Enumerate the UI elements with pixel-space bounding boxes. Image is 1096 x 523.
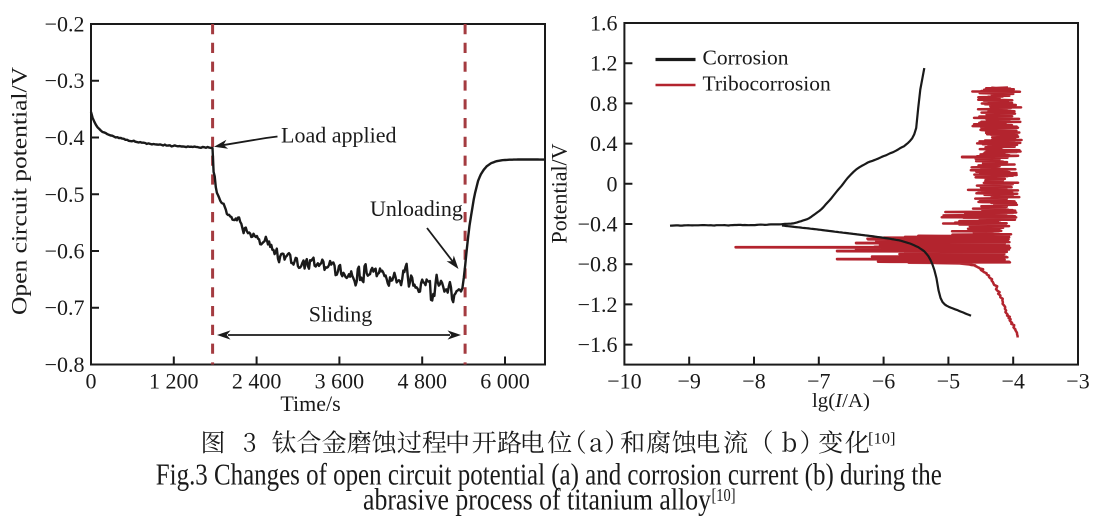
svg-text:2 400: 2 400	[232, 369, 282, 394]
svg-text:Potential/V: Potential/V	[547, 143, 572, 243]
svg-text:−0.2: −0.2	[45, 12, 85, 37]
svg-text:−4: −4	[1001, 369, 1024, 394]
svg-text:−7: −7	[807, 369, 830, 394]
svg-text:−3: −3	[1066, 369, 1089, 394]
svg-text:Load applied: Load applied	[281, 123, 396, 148]
svg-text:−0.8: −0.8	[578, 252, 618, 277]
svg-text:−8: −8	[742, 369, 765, 394]
svg-text:−0.4: −0.4	[45, 125, 85, 150]
svg-text:Tribocorrosion: Tribocorrosion	[703, 72, 831, 96]
svg-text:0.4: 0.4	[590, 131, 618, 156]
svg-text:6 000: 6 000	[480, 369, 530, 394]
svg-text:1 200: 1 200	[149, 369, 199, 394]
svg-text:1.6: 1.6	[590, 11, 618, 36]
svg-text:lg(I/A): lg(I/A)	[812, 390, 870, 412]
svg-text:Unloading: Unloading	[370, 196, 463, 221]
svg-text:−0.4: −0.4	[578, 212, 618, 237]
svg-text:−10: −10	[607, 369, 641, 394]
svg-text:3 600: 3 600	[315, 369, 365, 394]
svg-text:−0.5: −0.5	[45, 182, 85, 207]
svg-text:0: 0	[86, 369, 97, 394]
svg-text:Sliding: Sliding	[309, 302, 373, 327]
svg-text:−0.7: −0.7	[45, 295, 85, 320]
svg-text:1.2: 1.2	[590, 51, 618, 76]
svg-text:0.8: 0.8	[590, 91, 618, 116]
svg-text:Fig.3 Changes of open circuit: Fig.3 Changes of open circuit potential …	[156, 458, 942, 492]
svg-text:Time/s: Time/s	[280, 391, 340, 416]
svg-text:[10]: [10]	[868, 431, 896, 448]
svg-text:−0.8: −0.8	[45, 352, 85, 377]
svg-text:−6: −6	[872, 369, 895, 394]
svg-text:−5: −5	[937, 369, 960, 394]
svg-text:−1.6: −1.6	[578, 332, 618, 357]
svg-text:4 800: 4 800	[397, 369, 447, 394]
svg-text:−0.3: −0.3	[45, 68, 85, 93]
svg-text:−0.6: −0.6	[45, 239, 85, 264]
svg-text:Open circuit potential/V: Open circuit potential/V	[7, 67, 32, 315]
svg-text:Corrosion: Corrosion	[703, 46, 789, 70]
svg-text:0: 0	[607, 171, 618, 196]
svg-text:−1.2: −1.2	[578, 292, 618, 317]
svg-text:−9: −9	[677, 369, 700, 394]
svg-text:[10]: [10]	[712, 485, 736, 505]
svg-text:abrasive process of titanium a: abrasive process of titanium alloy	[363, 483, 712, 517]
